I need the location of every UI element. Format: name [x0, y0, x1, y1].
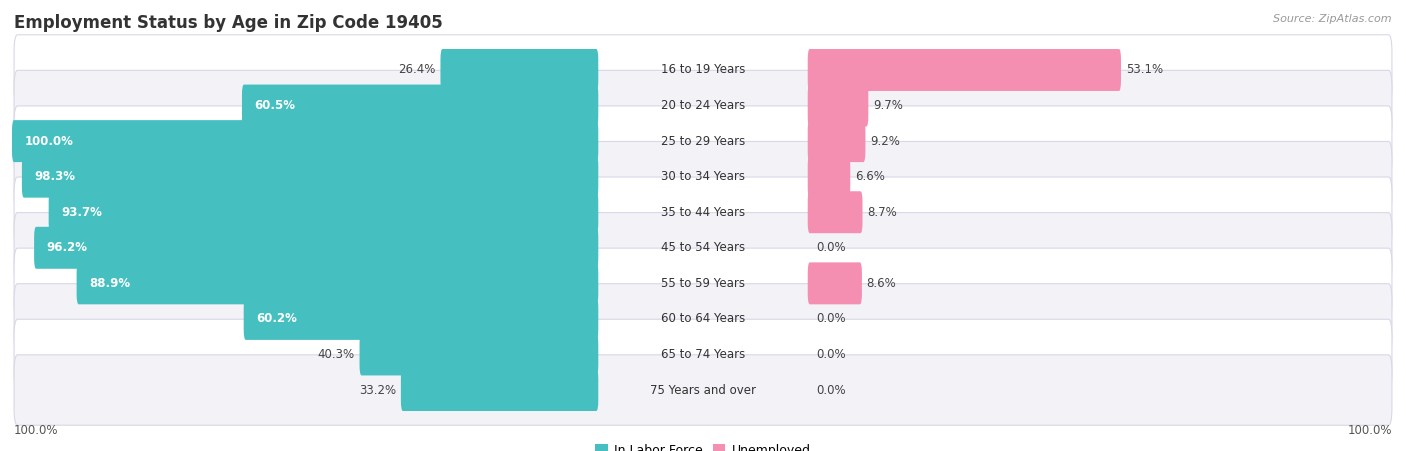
Text: 100.0%: 100.0% — [1347, 424, 1392, 437]
FancyBboxPatch shape — [14, 248, 1392, 318]
FancyBboxPatch shape — [22, 156, 599, 198]
Text: 0.0%: 0.0% — [817, 383, 846, 396]
Text: 98.3%: 98.3% — [34, 170, 76, 183]
FancyBboxPatch shape — [14, 284, 1392, 354]
Text: 26.4%: 26.4% — [398, 64, 436, 77]
Text: 0.0%: 0.0% — [817, 348, 846, 361]
Text: Employment Status by Age in Zip Code 19405: Employment Status by Age in Zip Code 194… — [14, 14, 443, 32]
Text: 9.2%: 9.2% — [870, 134, 900, 147]
Text: 9.7%: 9.7% — [873, 99, 903, 112]
FancyBboxPatch shape — [14, 70, 1392, 141]
FancyBboxPatch shape — [14, 355, 1392, 425]
FancyBboxPatch shape — [14, 319, 1392, 390]
FancyBboxPatch shape — [14, 35, 1392, 105]
Text: 100.0%: 100.0% — [24, 134, 73, 147]
Text: Source: ZipAtlas.com: Source: ZipAtlas.com — [1274, 14, 1392, 23]
FancyBboxPatch shape — [807, 85, 869, 127]
Text: 60.5%: 60.5% — [254, 99, 295, 112]
Text: 20 to 24 Years: 20 to 24 Years — [661, 99, 745, 112]
Text: 35 to 44 Years: 35 to 44 Years — [661, 206, 745, 219]
Text: 6.6%: 6.6% — [855, 170, 884, 183]
Text: 65 to 74 Years: 65 to 74 Years — [661, 348, 745, 361]
FancyBboxPatch shape — [14, 177, 1392, 248]
FancyBboxPatch shape — [807, 120, 866, 162]
FancyBboxPatch shape — [14, 212, 1392, 283]
FancyBboxPatch shape — [13, 120, 599, 162]
FancyBboxPatch shape — [360, 333, 599, 375]
Text: 53.1%: 53.1% — [1126, 64, 1163, 77]
FancyBboxPatch shape — [242, 85, 599, 127]
Text: 16 to 19 Years: 16 to 19 Years — [661, 64, 745, 77]
FancyBboxPatch shape — [807, 49, 1121, 91]
FancyBboxPatch shape — [14, 106, 1392, 176]
FancyBboxPatch shape — [807, 191, 862, 233]
FancyBboxPatch shape — [243, 298, 599, 340]
Text: 45 to 54 Years: 45 to 54 Years — [661, 241, 745, 254]
Text: 8.6%: 8.6% — [866, 277, 897, 290]
Text: 8.7%: 8.7% — [868, 206, 897, 219]
FancyBboxPatch shape — [440, 49, 599, 91]
Text: 25 to 29 Years: 25 to 29 Years — [661, 134, 745, 147]
Text: 93.7%: 93.7% — [60, 206, 103, 219]
FancyBboxPatch shape — [14, 142, 1392, 212]
Text: 0.0%: 0.0% — [817, 241, 846, 254]
Text: 96.2%: 96.2% — [46, 241, 87, 254]
Text: 88.9%: 88.9% — [89, 277, 131, 290]
Text: 40.3%: 40.3% — [318, 348, 354, 361]
Text: 60.2%: 60.2% — [256, 313, 297, 326]
Text: 30 to 34 Years: 30 to 34 Years — [661, 170, 745, 183]
Text: 60 to 64 Years: 60 to 64 Years — [661, 313, 745, 326]
Text: 75 Years and over: 75 Years and over — [650, 383, 756, 396]
Text: 55 to 59 Years: 55 to 59 Years — [661, 277, 745, 290]
Text: 33.2%: 33.2% — [359, 383, 396, 396]
FancyBboxPatch shape — [34, 227, 599, 269]
Legend: In Labor Force, Unemployed: In Labor Force, Unemployed — [595, 444, 811, 451]
Text: 0.0%: 0.0% — [817, 313, 846, 326]
FancyBboxPatch shape — [807, 262, 862, 304]
FancyBboxPatch shape — [49, 191, 599, 233]
Text: 100.0%: 100.0% — [14, 424, 59, 437]
FancyBboxPatch shape — [76, 262, 599, 304]
FancyBboxPatch shape — [807, 156, 851, 198]
FancyBboxPatch shape — [401, 369, 599, 411]
